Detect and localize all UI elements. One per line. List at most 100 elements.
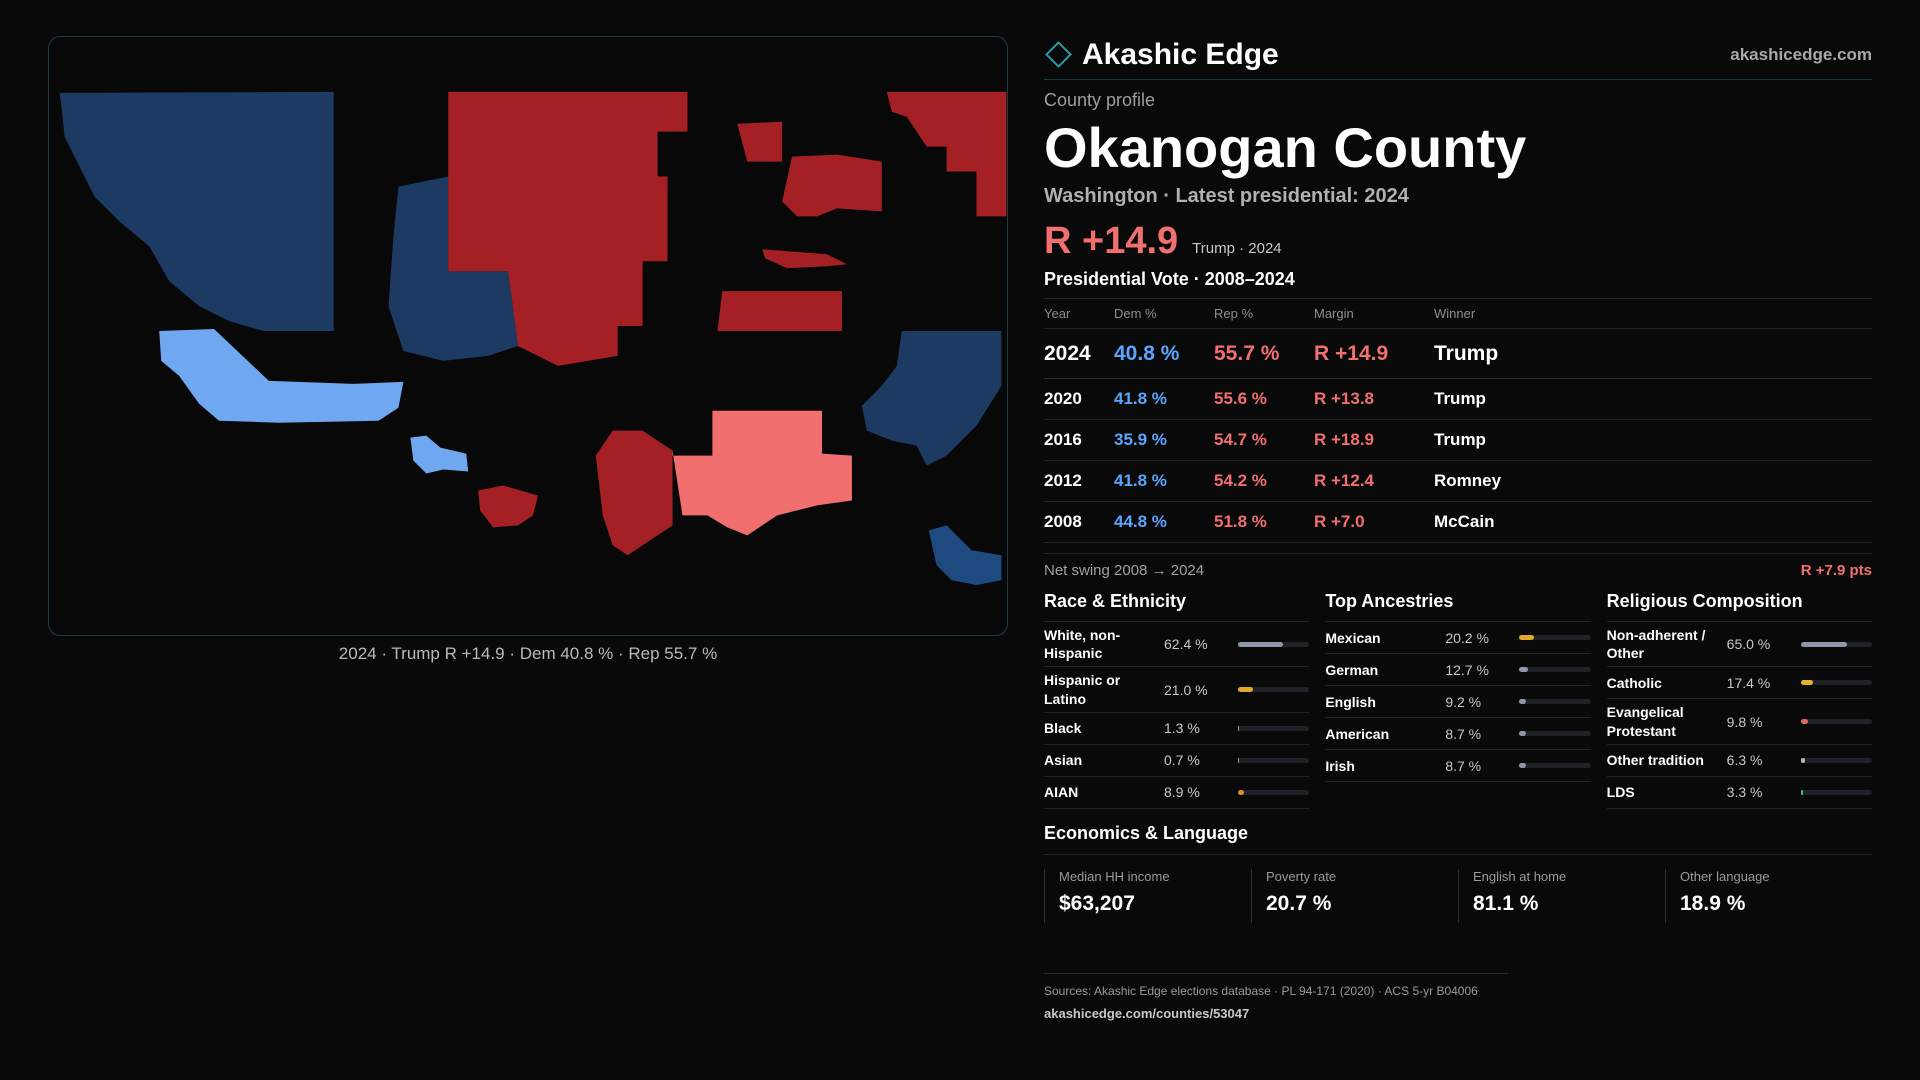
margin-note: Trump · 2024 [1192, 239, 1282, 257]
stat-value: 18.9 % [1680, 891, 1746, 915]
table-row: 2016 35.9 % 54.7 % R +18.9 Trump [1044, 419, 1872, 462]
cell-winner: Trump [1434, 378, 1872, 421]
brand-name: Akashic Edge [1082, 37, 1279, 71]
map-region[interactable] [672, 410, 852, 536]
county-map[interactable] [48, 36, 1008, 636]
map-region[interactable] [886, 91, 1007, 217]
bar-fill [1800, 789, 1803, 795]
column-header-winner: Winner [1434, 298, 1872, 330]
list-item: Irish 8.7 % [1325, 750, 1591, 783]
bar-track [1800, 789, 1872, 795]
bar-track [1800, 757, 1872, 763]
bar-track [1238, 757, 1310, 763]
bar-track [1238, 687, 1310, 693]
cell-rep: 55.6 % [1214, 378, 1314, 421]
ancestries-section: Top Ancestries Mexican 20.2 % German 12.7 … [1325, 591, 1591, 809]
bar-fill [1519, 667, 1529, 673]
table-row: 2020 41.8 % 55.6 % R +13.8 Trump [1044, 378, 1872, 421]
column-header-year: Year [1044, 298, 1114, 330]
cell-dem: 41.8 % [1114, 378, 1214, 421]
map-region[interactable] [59, 91, 334, 332]
stat-value: 20.7 % [1266, 891, 1332, 915]
bar-fill [1238, 757, 1240, 763]
list-item: Asian 0.7 % [1044, 745, 1310, 777]
cell-year: 2024 [1044, 328, 1114, 380]
bar-fill [1519, 699, 1526, 705]
bar-track [1238, 641, 1310, 647]
map-region[interactable] [388, 176, 519, 361]
item-label: Irish [1325, 757, 1355, 774]
table-row: 2012 41.8 % 54.2 % R +12.4 Romney [1044, 460, 1872, 503]
list-item: Black 1.3 % [1044, 713, 1310, 745]
bar-track [1238, 725, 1310, 731]
item-label: American [1325, 725, 1390, 742]
county-link[interactable]: akashicedge.com/counties/53047 [1044, 1005, 1250, 1021]
brand[interactable]: Akashic Edge [1044, 38, 1279, 72]
bar-track [1238, 789, 1310, 795]
map-region[interactable] [782, 154, 882, 217]
brand-url-link[interactable]: akashicedge.com [1730, 44, 1872, 64]
stat-label: Other language [1680, 868, 1770, 884]
map-region[interactable] [861, 331, 1002, 466]
bar-fill [1800, 680, 1814, 686]
item-value: 9.2 % [1445, 693, 1482, 710]
demographics: Race & Ethnicity White, non-Hispanic 62.4… [1044, 591, 1872, 809]
item-label: LDS [1606, 784, 1635, 801]
item-value: 62.4 % [1164, 636, 1208, 653]
cell-margin: R +7.0 [1314, 501, 1434, 544]
map-region[interactable] [159, 329, 404, 423]
religion-section: Religious Composition Non-adherent / Oth… [1606, 591, 1872, 809]
diamond-icon [1045, 41, 1072, 68]
stat-label: Median HH income [1059, 868, 1170, 884]
bar-track [1519, 731, 1591, 737]
cell-dem: 40.8 % [1114, 328, 1214, 380]
item-label: AIAN [1044, 784, 1079, 801]
item-value: 1.3 % [1164, 720, 1200, 737]
item-label: Non-adherent / Other [1606, 627, 1706, 662]
item-label: Black [1044, 720, 1082, 737]
cell-rep: 51.8 % [1214, 501, 1314, 544]
page-title: Okanogan County [1044, 116, 1527, 179]
stat-poverty-rate: Poverty rate 20.7 % [1251, 868, 1458, 923]
brand-header: Akashic Edge akashicedge.com [1044, 30, 1872, 80]
footer: Sources: Akashic Edge elections database… [1044, 972, 1508, 1021]
stat-median-income: Median HH income $63,207 [1044, 868, 1251, 923]
item-value: 8.9 % [1164, 784, 1200, 801]
bar-track [1800, 680, 1872, 686]
item-value: 3.3 % [1726, 784, 1763, 801]
cell-year: 2012 [1044, 460, 1114, 503]
map-region[interactable] [737, 121, 783, 162]
cell-margin: R +14.9 [1314, 328, 1434, 380]
bar-track [1800, 641, 1872, 647]
item-label: Catholic [1606, 674, 1662, 691]
item-label: White, non-Hispanic [1044, 627, 1121, 662]
economics-stats: Median HH income $63,207 Poverty rate 20… [1044, 868, 1872, 923]
item-value: 8.7 % [1445, 757, 1482, 774]
bar-track [1519, 635, 1591, 641]
map-region[interactable] [928, 525, 1002, 586]
economics-title: Economics & Language [1044, 823, 1872, 855]
list-item: AIAN 8.9 % [1044, 777, 1310, 809]
map-region[interactable] [762, 249, 847, 269]
profile-panel: Akashic Edge akashicedge.com County prof… [1044, 30, 1872, 1021]
swing-label: Net swing 2008 → 2024 [1044, 562, 1205, 580]
profile-subtitle: Washington · Latest presidential: 2024 [1044, 184, 1409, 207]
bar-track [1519, 667, 1591, 673]
map-region[interactable] [595, 430, 673, 556]
latest-margin: R +14.9 Trump · 2024 [1044, 220, 1872, 263]
map-region[interactable] [717, 291, 842, 332]
item-label: Evangelical Protestant [1606, 704, 1684, 739]
cell-winner: McCain [1434, 501, 1872, 544]
section-title: Top Ancestries [1325, 591, 1591, 623]
list-item: White, non-Hispanic 62.4 % [1044, 622, 1310, 668]
list-item: German 12.7 % [1325, 654, 1591, 687]
precinct-map[interactable] [49, 37, 1007, 635]
list-item: Other tradition 6.3 % [1606, 745, 1872, 777]
map-region[interactable] [478, 485, 538, 528]
item-value: 21.0 % [1164, 681, 1208, 698]
cell-rep: 55.7 % [1214, 328, 1314, 380]
stat-label: English at home [1473, 868, 1567, 884]
map-region[interactable] [410, 435, 469, 474]
map-region[interactable] [448, 91, 688, 366]
cell-winner: Trump [1434, 419, 1872, 462]
